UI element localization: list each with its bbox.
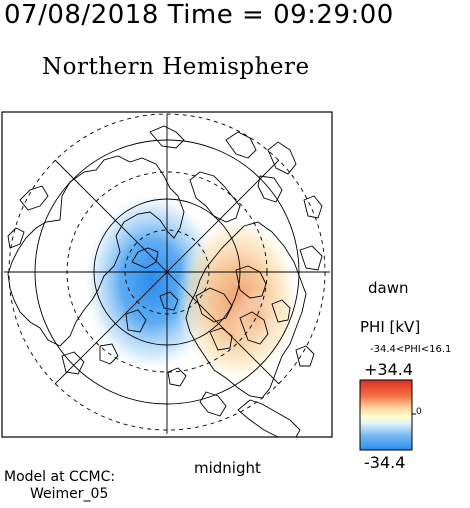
colorbar-zero-label: 0 [416,407,422,417]
model-credit-line2: Weimer_05 [30,486,109,502]
colorbar-max-label: +34.4 [364,360,414,379]
model-credit-line1: Model at CCMC: [4,469,116,485]
colorbar-range: -34.4<PHI<16.1 [370,344,452,355]
map-frame [1,111,333,438]
coastlines [7,125,323,437]
colorbar-title: PHI [kV] [360,318,421,336]
colorbar-min-label: -34.4 [364,453,406,472]
hemisphere-title: Northern Hemisphere [42,54,310,80]
local-time-meridians [4,114,330,434]
colorbar-gradient [359,379,413,451]
meridian-diagonal-2 [54,159,280,385]
timestamp-title: 07/08/2018 Time = 09:29:00 [4,0,394,30]
dawn-label: dawn [368,279,409,297]
midnight-label: midnight [194,459,261,477]
